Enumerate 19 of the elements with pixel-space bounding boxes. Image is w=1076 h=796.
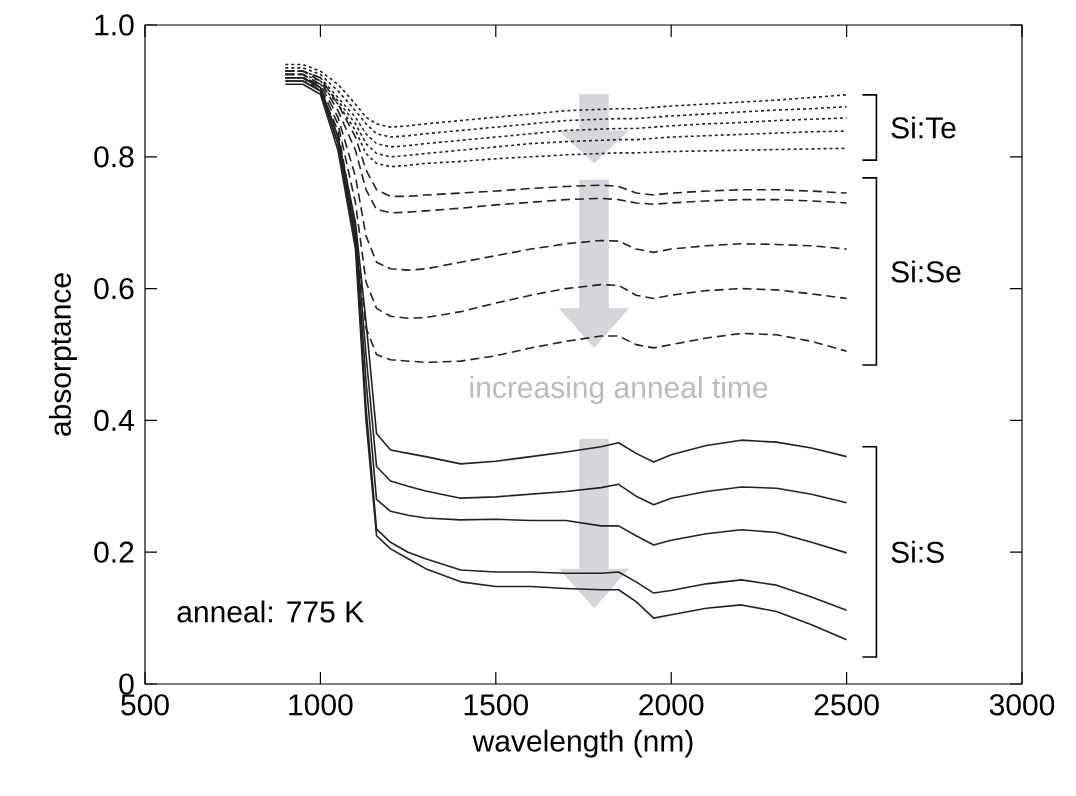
annotation: Si:S [891, 540, 944, 563]
x-tick-label: 500 [121, 694, 169, 716]
y-tick-label: 0.6 [94, 277, 134, 300]
x-axis-title: wavelength (nm) [472, 729, 693, 758]
y-tick-label: 0.8 [94, 146, 134, 168]
y-tick-label: 1.0 [95, 14, 134, 36]
x-tick-label: 2000 [639, 694, 704, 716]
y-axis-title: absorptance [48, 273, 77, 436]
annotation: anneal: 775 K [177, 600, 364, 623]
x-tick-label: 1000 [289, 694, 353, 716]
x-tick-label: 3000 [989, 694, 1055, 716]
x-tick-label: 2500 [814, 694, 879, 716]
y-tick-label: 0 [119, 673, 134, 695]
y-tick-label: 0.2 [94, 541, 134, 563]
x-tick-label: 1500 [464, 694, 528, 716]
y-tick-label: 0.4 [94, 409, 134, 432]
annotation: increasing anneal time [470, 376, 768, 405]
annotation: Si:Te [891, 116, 956, 139]
annotation: Si:Se [891, 260, 961, 283]
